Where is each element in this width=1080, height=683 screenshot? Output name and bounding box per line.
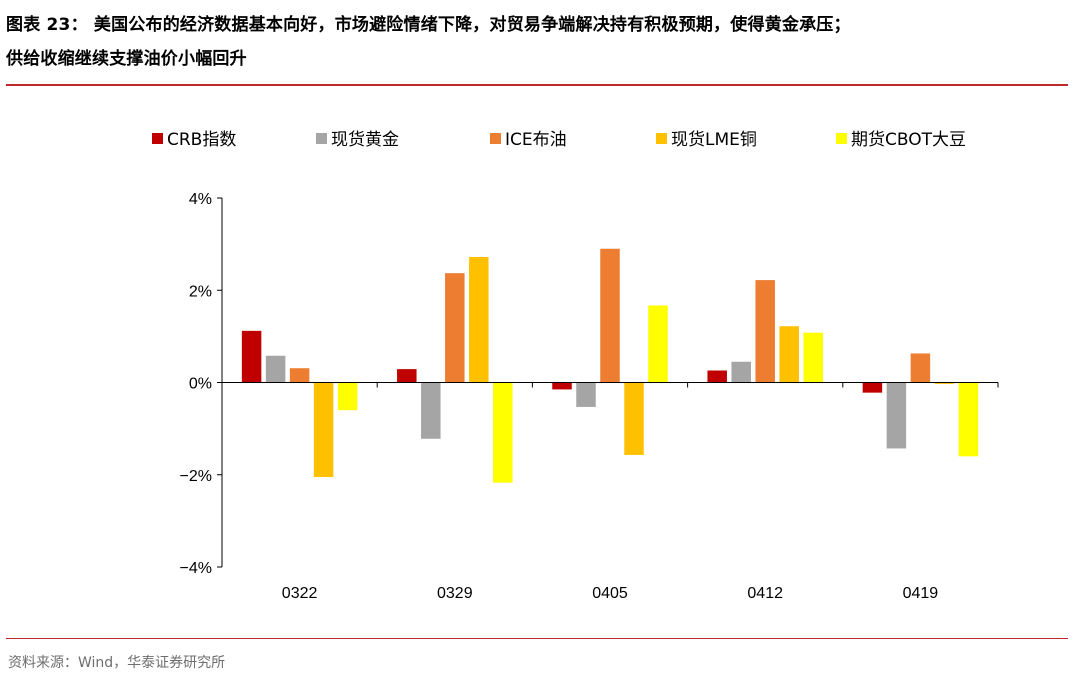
bar-0419-0: [862, 382, 883, 393]
bar-0412-3: [779, 326, 799, 383]
title-divider: [6, 84, 1068, 86]
legend: CRB指数 现货黄金 ICE布油 现货LME铜 期货CBOT大豆: [152, 130, 966, 150]
bar-0412-2: [755, 280, 775, 383]
bar-0405-3: [624, 382, 644, 455]
bar-0412-4: [803, 332, 823, 383]
bar-0405-1: [576, 382, 596, 407]
x-tick-label-4: 0419: [903, 585, 939, 602]
title-line-2: 供给收缩继续支撑油价小幅回升: [6, 49, 247, 69]
bar-0412-1: [731, 361, 751, 383]
y-tick-label-4: −4%: [180, 560, 212, 577]
legend-label-0: CRB指数: [167, 130, 236, 150]
x-tick-label-3: 0412: [747, 585, 783, 602]
bar-0405-0: [552, 382, 572, 390]
legend-label-3: 现货LME铜: [671, 130, 757, 150]
x-tick-label-1: 0329: [437, 585, 473, 602]
legend-label-2: ICE布油: [505, 130, 567, 150]
bar-0329-2: [445, 273, 465, 383]
legend-swatch-0: [152, 133, 163, 144]
bar-0412-0: [707, 370, 727, 383]
bar-0405-4: [648, 305, 668, 383]
source-note: 资料来源：Wind，华泰证券研究所: [8, 655, 226, 671]
bar-0329-4: [493, 382, 513, 483]
y-tick-label-0: 4%: [189, 191, 212, 208]
bar-0322-3: [313, 382, 334, 478]
footer-divider: [6, 638, 1068, 639]
legend-swatch-4: [836, 133, 847, 144]
bars: [241, 248, 979, 483]
y-tick-label-3: −2%: [180, 468, 212, 485]
bar-0419-1: [886, 382, 907, 449]
y-tick-label-1: 2%: [189, 283, 212, 300]
bar-0329-0: [397, 369, 417, 383]
bar-0419-3: [934, 382, 955, 384]
bar-0329-1: [421, 382, 441, 439]
bar-0322-1: [265, 355, 286, 383]
legend-swatch-1: [316, 133, 327, 144]
legend-label-1: 现货黄金: [331, 130, 399, 150]
y-tick-label-2: 0%: [189, 376, 212, 393]
bar-0322-2: [289, 368, 310, 383]
bar-0419-2: [910, 353, 931, 383]
legend-swatch-3: [656, 133, 667, 144]
chart-title: 图表 23： 美国公布的经济数据基本向好，市场避险情绪下降，对贸易争端解决持有积…: [6, 8, 1076, 76]
y-axis: 4% 2% 0% −2% −4%: [180, 191, 223, 577]
bar-0419-4: [958, 382, 979, 457]
bar-0322-0: [241, 330, 262, 383]
legend-swatch-2: [490, 133, 501, 144]
bar-0322-4: [337, 382, 358, 411]
x-axis: 0322 0329 0405 0412 0419: [221, 382, 999, 602]
x-tick-label-2: 0405: [592, 585, 628, 602]
title-line-1: 图表 23： 美国公布的经济数据基本向好，市场避险情绪下降，对贸易争端解决持有积…: [6, 15, 851, 35]
legend-label-4: 期货CBOT大豆: [851, 130, 966, 150]
x-tick-label-0: 0322: [282, 585, 318, 602]
bar-0405-2: [600, 248, 620, 383]
bar-0329-3: [469, 257, 489, 383]
